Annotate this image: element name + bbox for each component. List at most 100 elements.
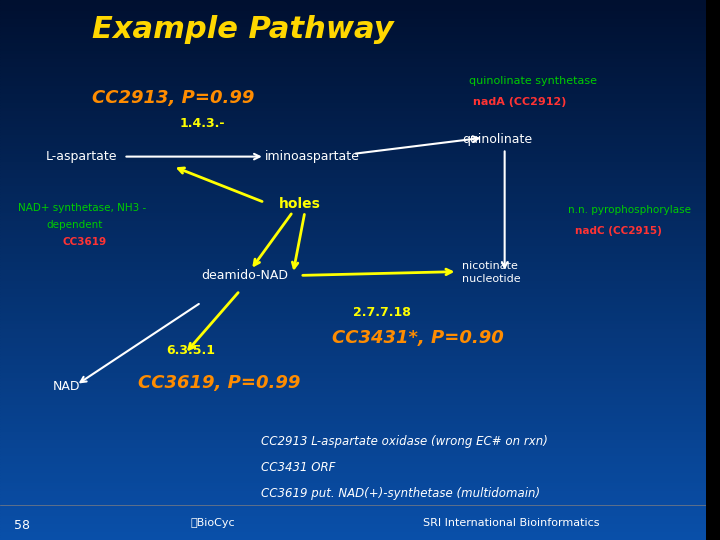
Text: L-aspartate: L-aspartate [46, 150, 117, 163]
Bar [0, 148, 706, 151]
Bar [0, 221, 706, 224]
Bar [0, 297, 706, 300]
Text: 2.7.7.18: 2.7.7.18 [353, 306, 411, 319]
Bar [0, 124, 706, 127]
Bar [0, 397, 706, 400]
Bar [0, 362, 706, 364]
Bar [0, 243, 706, 246]
Bar [0, 440, 706, 443]
Bar [0, 329, 706, 332]
Text: SRI International Bioinformatics: SRI International Bioinformatics [423, 518, 600, 529]
Bar [0, 286, 706, 289]
Bar [0, 459, 706, 462]
Text: quinolinate synthetase: quinolinate synthetase [469, 76, 598, 86]
Bar [0, 122, 706, 124]
Bar [0, 11, 706, 14]
Bar [0, 356, 706, 359]
Bar [0, 483, 706, 486]
Bar [0, 200, 706, 202]
Bar [0, 310, 706, 313]
Bar [0, 78, 706, 81]
Bar [0, 392, 706, 394]
Bar [0, 235, 706, 238]
Bar [0, 284, 706, 286]
Bar [0, 251, 706, 254]
Bar [0, 113, 706, 116]
Bar [0, 54, 706, 57]
Bar [0, 416, 706, 418]
Bar [0, 300, 706, 302]
Text: 58: 58 [14, 519, 30, 532]
Bar [0, 373, 706, 375]
Bar [0, 491, 706, 494]
Text: NAD: NAD [53, 380, 81, 393]
Bar [0, 194, 706, 197]
Bar [0, 446, 706, 448]
Bar [0, 213, 706, 216]
Bar [0, 108, 706, 111]
Bar [0, 202, 706, 205]
Bar [0, 105, 706, 108]
Bar [0, 340, 706, 343]
Bar [0, 464, 706, 467]
Bar [0, 22, 706, 24]
Bar [0, 518, 706, 521]
Bar [0, 173, 706, 176]
Bar [0, 335, 706, 338]
Bar [0, 313, 706, 316]
Bar [0, 367, 706, 370]
Bar [0, 232, 706, 235]
Bar [0, 146, 706, 148]
Text: CC3619 put. NAD(+)-synthetase (multidomain): CC3619 put. NAD(+)-synthetase (multidoma… [261, 487, 540, 501]
Bar [0, 197, 706, 200]
Bar [0, 472, 706, 475]
Text: 1.4.3.-: 1.4.3.- [180, 117, 225, 130]
Bar [0, 132, 706, 135]
Text: ⓇBioCyc: ⓇBioCyc [191, 518, 235, 529]
Bar [0, 389, 706, 392]
Bar [0, 526, 706, 529]
Bar [0, 275, 706, 278]
Bar [0, 208, 706, 211]
Text: CC3431*, P=0.90: CC3431*, P=0.90 [332, 329, 503, 347]
Bar [0, 502, 706, 505]
Bar [0, 413, 706, 416]
Bar [0, 375, 706, 378]
Bar [0, 184, 706, 186]
Bar [0, 278, 706, 281]
Text: Example Pathway: Example Pathway [91, 15, 393, 44]
Bar [0, 394, 706, 397]
Bar [0, 532, 706, 535]
Bar [0, 508, 706, 510]
Text: nicotinate
nucleotide: nicotinate nucleotide [462, 261, 521, 284]
Bar [0, 143, 706, 146]
Bar [0, 192, 706, 194]
Bar [0, 386, 706, 389]
Bar [0, 478, 706, 481]
Bar [0, 262, 706, 265]
Bar [0, 321, 706, 324]
Bar [0, 448, 706, 451]
Bar [0, 81, 706, 84]
Bar [0, 100, 706, 103]
Bar [0, 354, 706, 356]
Text: holes: holes [279, 197, 320, 211]
Text: NAD+ synthetase, NH3 -: NAD+ synthetase, NH3 - [18, 202, 146, 213]
Bar [0, 89, 706, 92]
Bar [0, 270, 706, 273]
Bar [0, 92, 706, 94]
Bar [0, 259, 706, 262]
Bar [0, 135, 706, 138]
Bar [0, 370, 706, 373]
Bar [0, 302, 706, 305]
Bar [0, 327, 706, 329]
Bar [0, 248, 706, 251]
Bar [0, 186, 706, 189]
Bar [0, 424, 706, 427]
Bar [0, 3, 706, 5]
Bar [0, 14, 706, 16]
Bar [0, 402, 706, 405]
Bar [0, 27, 706, 30]
Bar [0, 537, 706, 540]
Bar [0, 346, 706, 348]
